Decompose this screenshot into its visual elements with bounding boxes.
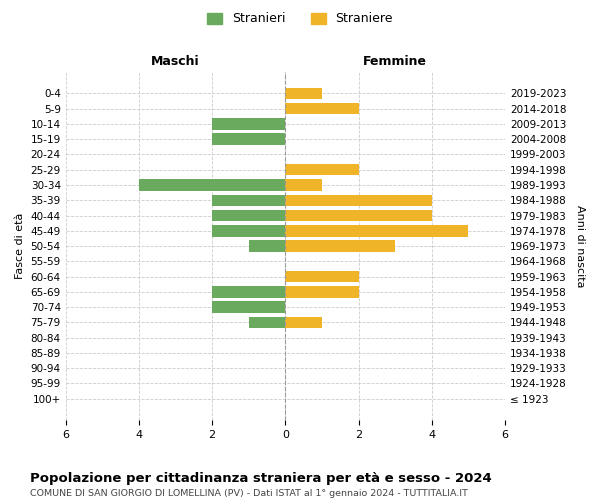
Bar <box>286 210 432 222</box>
Bar <box>286 194 432 206</box>
Bar <box>212 194 286 206</box>
Bar <box>286 164 359 175</box>
Bar <box>249 240 286 252</box>
Bar <box>286 225 469 236</box>
Bar <box>139 180 286 190</box>
Bar <box>286 240 395 252</box>
Bar <box>286 88 322 99</box>
Y-axis label: Fasce di età: Fasce di età <box>15 213 25 280</box>
Bar <box>249 316 286 328</box>
Legend: Stranieri, Straniere: Stranieri, Straniere <box>201 6 399 32</box>
Bar <box>212 286 286 298</box>
Y-axis label: Anni di nascita: Anni di nascita <box>575 205 585 288</box>
Bar <box>212 134 286 145</box>
Bar <box>286 271 359 282</box>
Bar <box>286 286 359 298</box>
Bar <box>286 103 359 115</box>
Text: Popolazione per cittadinanza straniera per età e sesso - 2024: Popolazione per cittadinanza straniera p… <box>30 472 492 485</box>
Bar <box>286 316 322 328</box>
Bar <box>212 225 286 236</box>
Text: COMUNE DI SAN GIORGIO DI LOMELLINA (PV) - Dati ISTAT al 1° gennaio 2024 - TUTTIT: COMUNE DI SAN GIORGIO DI LOMELLINA (PV) … <box>30 488 468 498</box>
Bar <box>212 118 286 130</box>
Bar <box>286 180 322 190</box>
Text: Femmine: Femmine <box>363 56 427 68</box>
Bar <box>212 302 286 313</box>
Bar <box>212 210 286 222</box>
Text: Maschi: Maschi <box>151 56 200 68</box>
